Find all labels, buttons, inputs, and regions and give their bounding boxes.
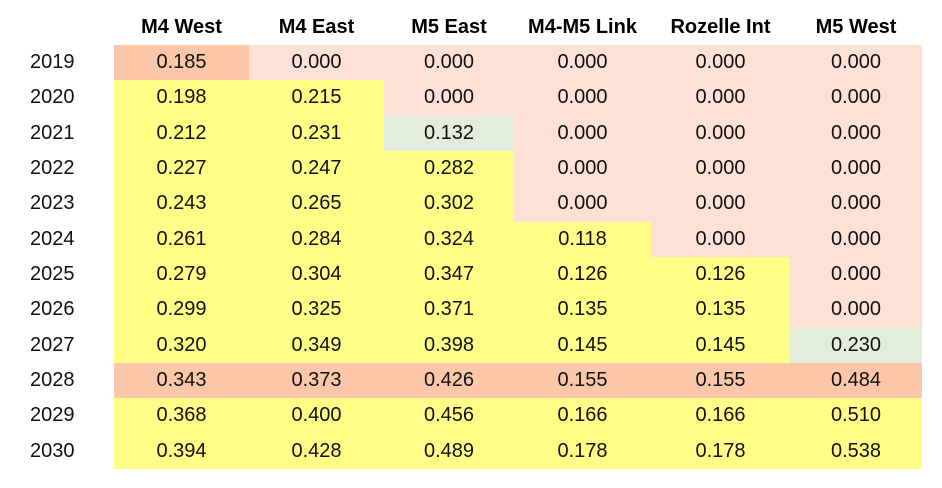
table-cell: 0.215 (249, 80, 384, 116)
year-label: 2022 (30, 157, 75, 180)
table-cell: 0.265 (249, 186, 384, 222)
year-label: 2027 (30, 333, 75, 356)
table-cell: 0.347 (384, 256, 514, 293)
table-cell: 0.000 (790, 45, 922, 81)
table-cell: 0.302 (384, 186, 514, 222)
year-label: 2029 (30, 404, 75, 427)
table-cell: 0.000 (514, 45, 651, 81)
column-header: M5 West (815, 15, 897, 38)
table-cell: 0.243 (114, 186, 249, 222)
table-cell: 0.279 (114, 256, 249, 293)
table-cell: 0.000 (790, 186, 922, 222)
table-cell: 0.212 (114, 115, 249, 151)
table-cell: 0.000 (790, 221, 922, 257)
table-cell: 0.000 (514, 115, 651, 151)
table-cell: 0.398 (384, 327, 514, 363)
table-cell: 0.428 (249, 433, 384, 469)
table-cell: 0.000 (514, 186, 651, 222)
table-cell: 0.166 (651, 398, 790, 434)
table-cell: 0.155 (514, 362, 651, 399)
table-cell: 0.145 (651, 327, 790, 363)
table-cell: 0.261 (114, 221, 249, 257)
table-cell: 0.456 (384, 398, 514, 434)
table-cell: 0.320 (114, 327, 249, 363)
table-cell: 0.178 (651, 433, 790, 469)
table-cell: 0.135 (651, 292, 790, 328)
table-cell: 0.000 (384, 80, 514, 116)
table-cell: 0.371 (384, 292, 514, 328)
table-cell: 0.126 (514, 256, 651, 293)
table-cell: 0.343 (114, 362, 249, 399)
table-cell: 0.510 (790, 398, 922, 434)
year-label: 2026 (30, 298, 75, 321)
table-cell: 0.000 (790, 256, 922, 293)
table-cell: 0.489 (384, 433, 514, 469)
table-cell: 0.400 (249, 398, 384, 434)
year-label: 2024 (30, 227, 75, 250)
table-cell: 0.155 (651, 362, 790, 399)
column-header: M5 East (411, 15, 487, 38)
year-label: 2019 (30, 51, 75, 74)
table-cell: 0.000 (790, 115, 922, 151)
table-cell: 0.000 (651, 221, 790, 257)
table-cell: 0.126 (651, 256, 790, 293)
table-cell: 0.178 (514, 433, 651, 469)
table-cell: 0.000 (651, 45, 790, 81)
table-cell: 0.304 (249, 256, 384, 293)
table-cell: 0.000 (651, 186, 790, 222)
table-cell: 0.132 (384, 115, 514, 151)
year-label: 2028 (30, 369, 75, 392)
table-cell: 0.000 (514, 80, 651, 116)
table-cell: 0.000 (790, 80, 922, 116)
table-cell: 0.230 (790, 327, 922, 363)
table-cell: 0.247 (249, 150, 384, 187)
table-cell: 0.426 (384, 362, 514, 399)
table-cell: 0.368 (114, 398, 249, 434)
year-label: 2021 (30, 121, 75, 144)
table-cell: 0.000 (790, 292, 922, 328)
table-cell: 0.000 (651, 150, 790, 187)
column-header: Rozelle Int (670, 15, 771, 38)
table-cell: 0.227 (114, 150, 249, 187)
year-label: 2025 (30, 263, 75, 286)
table-cell: 0.166 (514, 398, 651, 434)
table-cell: 0.000 (249, 45, 384, 81)
table-cell: 0.373 (249, 362, 384, 399)
year-label: 2023 (30, 192, 75, 215)
table-cell: 0.000 (384, 45, 514, 81)
table-cell: 0.282 (384, 150, 514, 187)
table-cell: 0.135 (514, 292, 651, 328)
column-header: M4 East (278, 15, 355, 38)
column-header: M4-M5 Link (528, 15, 637, 38)
table-cell: 0.198 (114, 80, 249, 116)
table-cell: 0.484 (790, 362, 922, 399)
table-cell: 0.538 (790, 433, 922, 469)
table-cell: 0.000 (514, 150, 651, 187)
table-cell: 0.349 (249, 327, 384, 363)
table-cell: 0.000 (651, 115, 790, 151)
table-cell: 0.231 (249, 115, 384, 151)
table-cell: 0.000 (790, 150, 922, 187)
table-cell: 0.000 (651, 80, 790, 116)
table-cell: 0.299 (114, 292, 249, 328)
column-header: M4 West (141, 15, 222, 38)
year-label: 2030 (30, 439, 75, 462)
table-cell: 0.118 (514, 221, 651, 257)
table-cell: 0.185 (114, 45, 249, 81)
table-cell: 0.145 (514, 327, 651, 363)
table-cell: 0.325 (249, 292, 384, 328)
table-cell: 0.324 (384, 221, 514, 257)
table-cell: 0.284 (249, 221, 384, 257)
table-cell: 0.394 (114, 433, 249, 469)
year-label: 2020 (30, 86, 75, 109)
